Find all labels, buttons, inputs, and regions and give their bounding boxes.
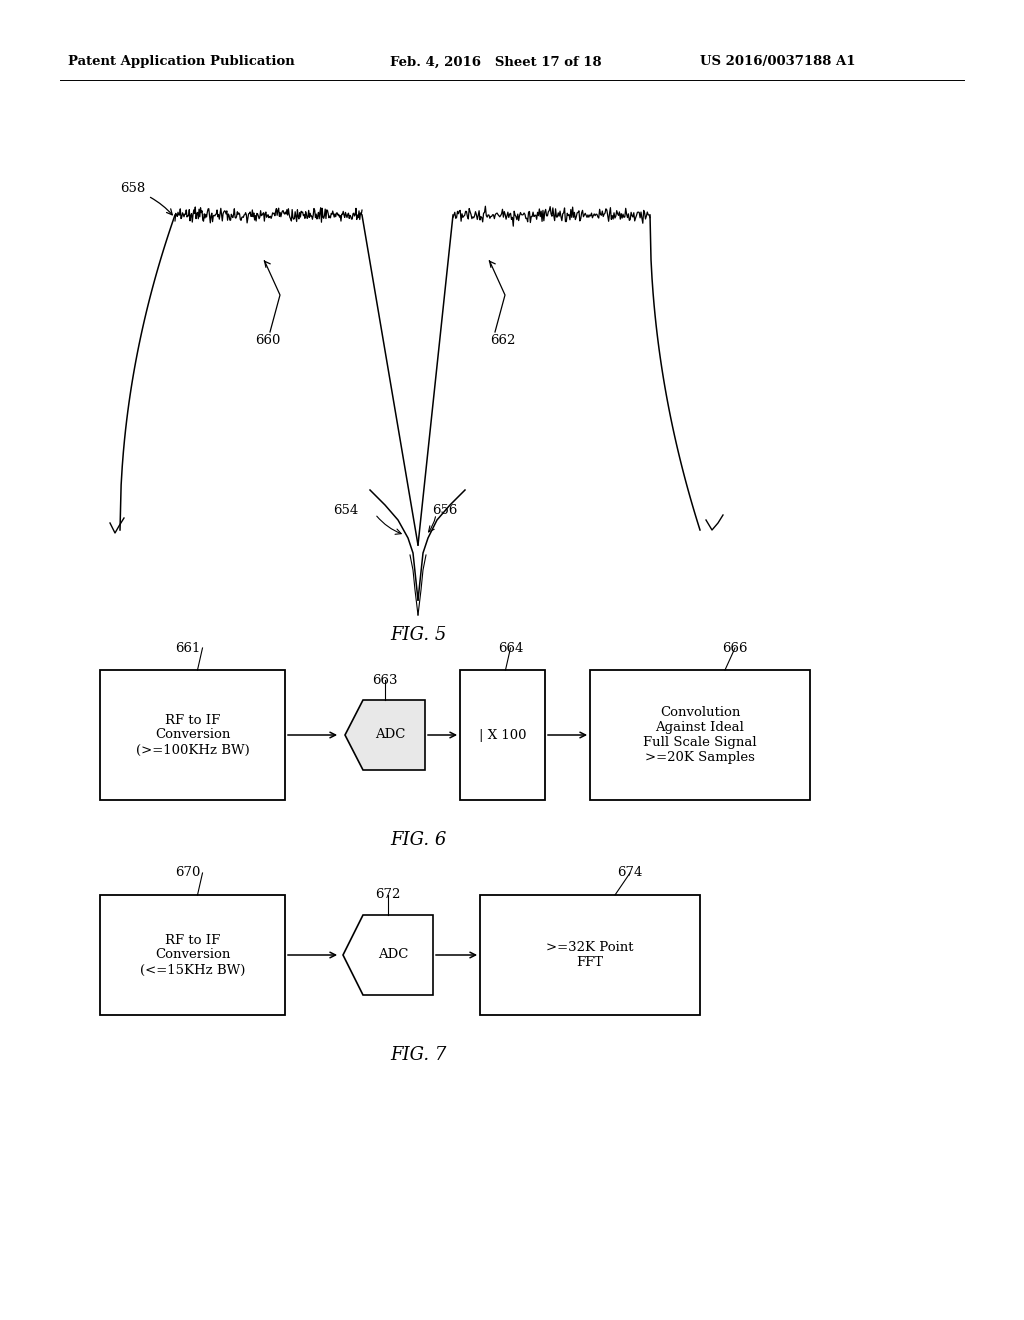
Text: 658: 658 [120, 181, 145, 194]
Text: FIG. 7: FIG. 7 [390, 1045, 446, 1064]
Text: 666: 666 [722, 642, 748, 655]
Text: FIG. 6: FIG. 6 [390, 832, 446, 849]
Text: RF to IF
Conversion
(<=15KHz BW): RF to IF Conversion (<=15KHz BW) [140, 933, 245, 977]
Text: Feb. 4, 2016   Sheet 17 of 18: Feb. 4, 2016 Sheet 17 of 18 [390, 55, 602, 69]
Bar [100, 895, 285, 1015]
Bar [590, 671, 810, 800]
Text: ADC: ADC [375, 729, 406, 742]
Text: 674: 674 [617, 866, 643, 879]
Text: 670: 670 [175, 866, 200, 879]
Text: >=32K Point
FFT: >=32K Point FFT [546, 941, 634, 969]
Polygon shape [345, 700, 425, 770]
Text: Patent Application Publication: Patent Application Publication [68, 55, 295, 69]
Text: 660: 660 [255, 334, 281, 346]
Text: | X 100: | X 100 [479, 729, 526, 742]
Text: 663: 663 [373, 673, 397, 686]
Text: 656: 656 [432, 503, 458, 516]
Text: 661: 661 [175, 642, 200, 655]
Text: 654: 654 [333, 503, 358, 516]
Polygon shape [343, 915, 433, 995]
Bar [100, 671, 285, 800]
Text: US 2016/0037188 A1: US 2016/0037188 A1 [700, 55, 855, 69]
Text: Convolution
Against Ideal
Full Scale Signal
>=20K Samples: Convolution Against Ideal Full Scale Sig… [643, 706, 757, 764]
Text: 664: 664 [498, 642, 523, 655]
Text: 672: 672 [376, 888, 400, 902]
Text: ADC: ADC [378, 949, 409, 961]
Text: 662: 662 [490, 334, 515, 346]
Text: RF to IF
Conversion
(>=100KHz BW): RF to IF Conversion (>=100KHz BW) [135, 714, 250, 756]
Bar [480, 895, 700, 1015]
Bar [460, 671, 545, 800]
Text: FIG. 5: FIG. 5 [390, 626, 446, 644]
